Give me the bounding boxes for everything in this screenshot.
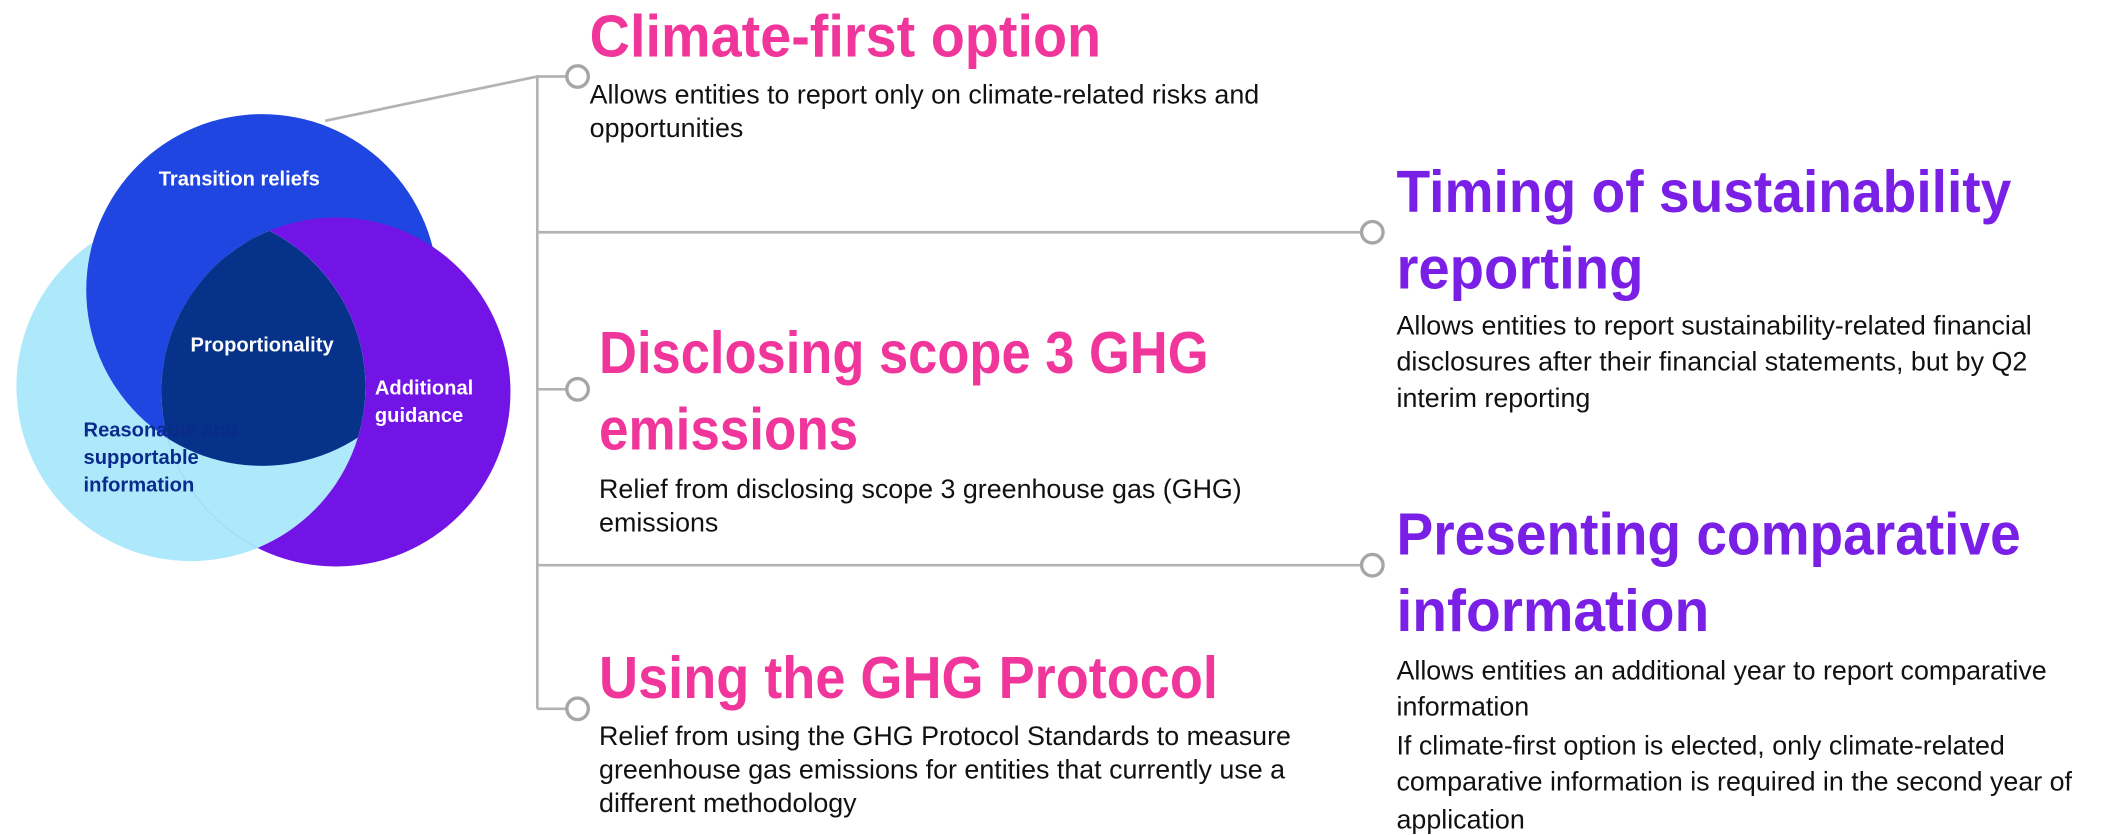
item-title: Using the GHG Protocol bbox=[599, 645, 1218, 711]
venn-label: information bbox=[84, 474, 195, 496]
circle-proportionality bbox=[161, 217, 366, 466]
item-description: comparative information is required in t… bbox=[1396, 767, 2072, 797]
item-title: emissions bbox=[599, 397, 858, 463]
item-title: Climate-first option bbox=[590, 3, 1101, 69]
venn-label: Reasonable and bbox=[84, 419, 238, 441]
item-title: Presenting comparative bbox=[1396, 501, 2020, 567]
connectors bbox=[324, 64, 1385, 722]
item-description: disclosures after their financial statem… bbox=[1396, 347, 2027, 377]
venn-diagram bbox=[16, 114, 511, 567]
item-description: If climate-first option is elected, only… bbox=[1396, 730, 2004, 760]
item-description: Relief from using the GHG Protocol Stand… bbox=[599, 721, 1291, 751]
item-title: reporting bbox=[1396, 236, 1643, 302]
node-dot bbox=[565, 696, 591, 722]
item-description: interim reporting bbox=[1396, 383, 1590, 413]
item-description: information bbox=[1396, 692, 1529, 722]
item-description: opportunities bbox=[590, 113, 744, 143]
item-description: Allows entities to report sustainability… bbox=[1396, 310, 2031, 340]
item-description: Relief from disclosing scope 3 greenhous… bbox=[599, 474, 1242, 504]
node-dot bbox=[1359, 552, 1385, 578]
item-description: Allows entities an additional year to re… bbox=[1396, 655, 2046, 685]
item-description: application bbox=[1396, 804, 1524, 834]
item-description: emissions bbox=[599, 508, 718, 538]
node-dot bbox=[565, 64, 591, 89]
item-description: different methodology bbox=[599, 788, 857, 818]
item-title: Disclosing scope 3 GHG bbox=[599, 320, 1208, 386]
item-title: Timing of sustainability bbox=[1396, 159, 2011, 225]
item-description: Allows entities to report only on climat… bbox=[590, 79, 1260, 109]
venn-label: guidance bbox=[375, 405, 463, 427]
connector bbox=[324, 75, 578, 123]
node-dot bbox=[1359, 219, 1385, 245]
venn-label: supportable bbox=[84, 447, 199, 469]
venn-label: Proportionality bbox=[191, 335, 335, 357]
node-dot bbox=[565, 376, 591, 402]
item-title: information bbox=[1396, 578, 1709, 644]
venn-label: Transition reliefs bbox=[159, 168, 320, 190]
item-description: greenhouse gas emissions for entities th… bbox=[599, 755, 1285, 785]
venn-label: Additional bbox=[375, 378, 473, 400]
